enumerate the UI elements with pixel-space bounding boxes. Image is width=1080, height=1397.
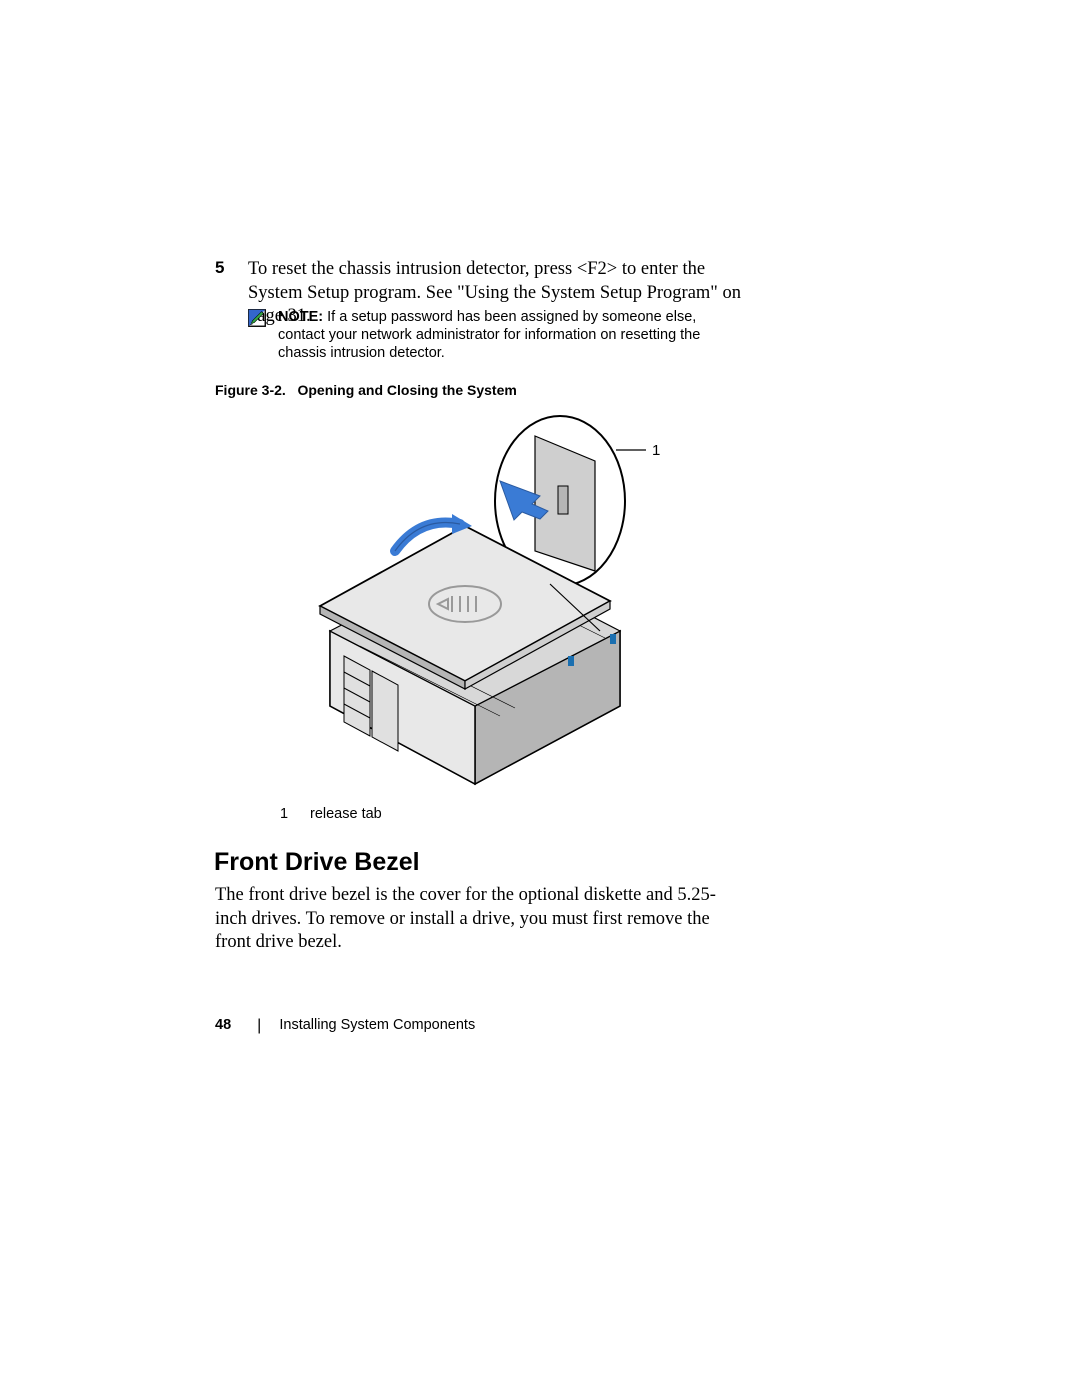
figure-caption-prefix: Figure 3-2. xyxy=(215,382,286,398)
figure-caption-title: Opening and Closing the System xyxy=(297,382,516,398)
section-paragraph: The front drive bezel is the cover for t… xyxy=(215,884,725,955)
note-block: NOTE: If a setup password has been assig… xyxy=(246,308,746,362)
page-footer: 48 | Installing System Components xyxy=(215,1016,475,1034)
note-body: If a setup password has been assigned by… xyxy=(278,309,700,361)
figure-illustration: 1 xyxy=(300,406,670,806)
footer-separator: | xyxy=(257,1017,261,1034)
manual-page: 5 To reset the chassis intrusion detecto… xyxy=(0,0,1080,1397)
note-icon xyxy=(246,307,268,329)
legend-text: release tab xyxy=(310,806,382,822)
figure-caption: Figure 3-2. Opening and Closing the Syst… xyxy=(215,382,517,398)
note-label: NOTE: xyxy=(278,309,323,325)
section-heading: Front Drive Bezel xyxy=(214,848,420,877)
legend-number: 1 xyxy=(280,806,310,822)
step-number: 5 xyxy=(215,258,224,278)
page-number: 48 xyxy=(215,1017,231,1033)
figure-legend: 1release tab xyxy=(280,806,382,822)
footer-section: Installing System Components xyxy=(279,1017,475,1033)
note-text: NOTE: If a setup password has been assig… xyxy=(278,308,746,362)
figure-callout-1: 1 xyxy=(652,442,660,459)
